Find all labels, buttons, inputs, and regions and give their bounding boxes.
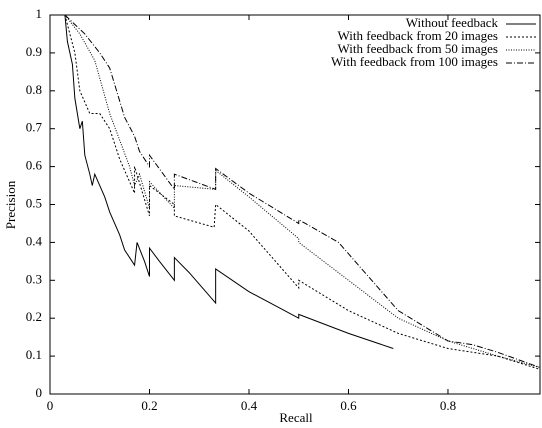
x-tick-label: 0.4 bbox=[241, 398, 258, 413]
x-tick-label: 0.2 bbox=[141, 398, 157, 413]
y-tick-label: 0.2 bbox=[26, 309, 42, 324]
legend-label: With feedback from 100 images bbox=[331, 54, 498, 69]
x-tick-label: 0.8 bbox=[440, 398, 456, 413]
legend-label: With feedback from 50 images bbox=[338, 41, 498, 56]
y-tick-label: 0.1 bbox=[26, 347, 42, 362]
y-tick-label: 0.4 bbox=[26, 233, 43, 248]
y-axis-label: Precision bbox=[3, 180, 18, 229]
y-tick-label: 0.6 bbox=[26, 158, 43, 173]
y-tick-label: 0.7 bbox=[26, 120, 43, 135]
x-tick-label: 0.6 bbox=[340, 398, 357, 413]
legend-label: Without feedback bbox=[406, 15, 499, 30]
y-tick-label: 0.5 bbox=[26, 195, 42, 210]
legend-label: With feedback from 20 images bbox=[338, 28, 498, 43]
y-tick-label: 0 bbox=[36, 385, 43, 400]
x-axis-label: Recall bbox=[279, 410, 313, 425]
y-tick-label: 0.3 bbox=[26, 271, 42, 286]
y-tick-label: 0.8 bbox=[26, 82, 42, 97]
y-tick-label: 0.9 bbox=[26, 44, 42, 59]
y-tick-label: 1 bbox=[36, 6, 43, 21]
series-line bbox=[64, 14, 541, 368]
series-line bbox=[64, 14, 541, 368]
series-line bbox=[64, 14, 394, 349]
x-tick-label: 0 bbox=[47, 398, 54, 413]
plot-frame bbox=[49, 14, 541, 395]
